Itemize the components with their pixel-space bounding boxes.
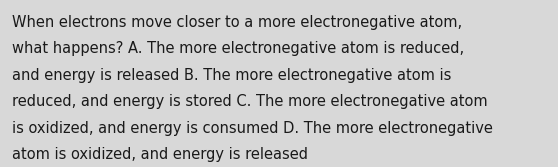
- Text: what happens? A. The more electronegative atom is reduced,: what happens? A. The more electronegativ…: [12, 41, 464, 56]
- Text: is oxidized, and energy is consumed D. The more electronegative: is oxidized, and energy is consumed D. T…: [12, 121, 493, 136]
- Text: When electrons move closer to a more electronegative atom,: When electrons move closer to a more ele…: [12, 15, 463, 30]
- Text: atom is oxidized, and energy is released: atom is oxidized, and energy is released: [12, 147, 308, 162]
- Text: and energy is released B. The more electronegative atom is: and energy is released B. The more elect…: [12, 68, 451, 83]
- Text: reduced, and energy is stored C. The more electronegative atom: reduced, and energy is stored C. The mor…: [12, 94, 488, 109]
